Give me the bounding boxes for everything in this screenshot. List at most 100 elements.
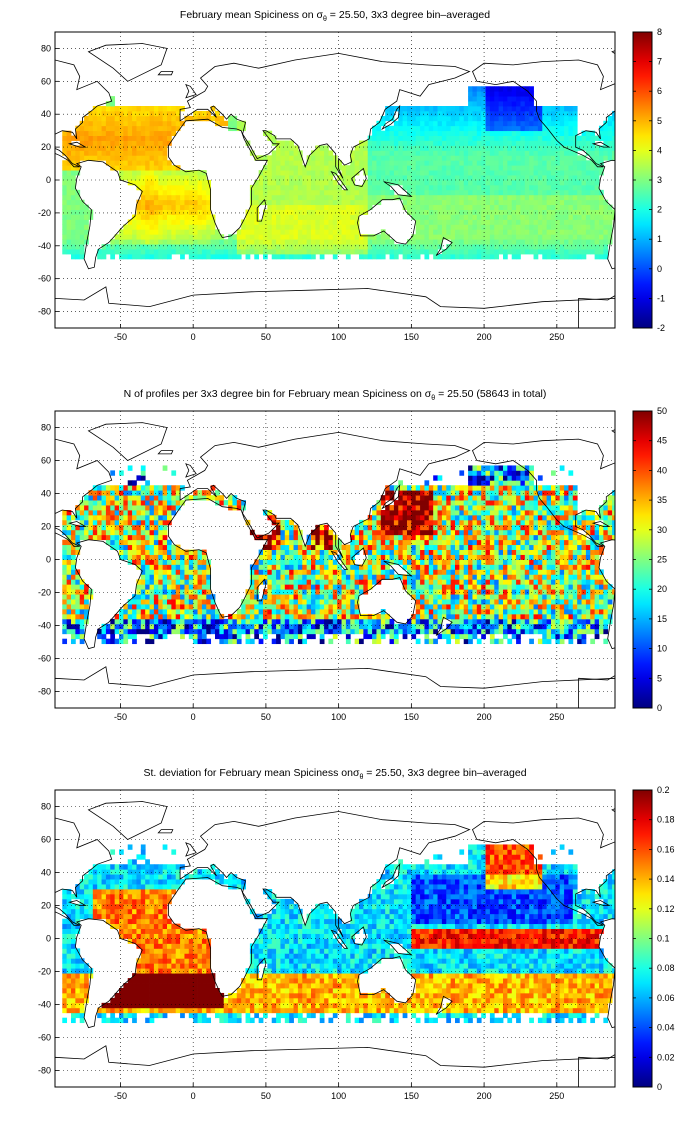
data-cell	[376, 569, 382, 575]
data-cell	[162, 539, 168, 546]
data-cell	[110, 244, 116, 250]
data-cell	[62, 638, 68, 645]
data-cell	[507, 244, 513, 250]
data-cell	[62, 189, 68, 196]
data-cell	[306, 219, 312, 225]
data-cell	[258, 224, 264, 230]
data-cell	[123, 120, 129, 127]
data-cell	[132, 514, 137, 521]
data-cell	[437, 135, 443, 141]
data-cell	[564, 254, 569, 260]
data-cell	[441, 609, 447, 615]
data-cell	[293, 569, 299, 575]
data-cell	[249, 214, 255, 220]
data-cell	[402, 485, 408, 491]
data-cell	[284, 160, 290, 166]
data-cell	[71, 559, 76, 565]
data-cell	[158, 539, 164, 546]
data-cell	[372, 194, 377, 201]
data-cell	[398, 125, 404, 132]
data-cell	[167, 209, 172, 215]
data-cell	[258, 234, 264, 240]
data-cell	[119, 120, 124, 127]
data-cell	[127, 234, 133, 240]
title-sigma-sub: θ	[431, 395, 435, 402]
data-cell	[219, 638, 225, 645]
data-cell	[319, 204, 325, 210]
data-cell	[415, 559, 421, 565]
data-cell	[88, 145, 94, 151]
data-cell	[206, 628, 212, 635]
data-cell	[271, 135, 277, 141]
data-cell	[341, 559, 347, 565]
data-cell	[350, 239, 356, 245]
data-cell	[437, 623, 443, 630]
data-cell	[363, 618, 369, 625]
data-cell	[389, 574, 395, 580]
data-cell	[594, 254, 600, 260]
data-cell	[249, 638, 255, 645]
data-cell	[402, 514, 408, 521]
data-cell	[162, 189, 168, 196]
data-cell	[524, 194, 530, 201]
data-cell	[489, 194, 495, 201]
data-cell	[319, 628, 325, 635]
data-cell	[420, 219, 425, 225]
data-cell	[585, 229, 591, 235]
data-cell	[551, 120, 556, 127]
data-cell	[79, 249, 85, 255]
data-cell	[516, 91, 521, 97]
data-cell	[280, 249, 286, 255]
data-cell	[127, 510, 133, 516]
data-cell	[476, 219, 482, 225]
data-cell	[145, 604, 150, 610]
data-cell	[171, 209, 177, 215]
data-cell	[197, 234, 203, 240]
data-cell	[407, 165, 412, 171]
data-cell	[114, 165, 120, 171]
data-cell	[511, 199, 517, 206]
data-cell	[367, 160, 373, 166]
data-cell	[306, 618, 312, 625]
data-cell	[354, 628, 360, 635]
data-cell	[158, 618, 164, 625]
coastline	[383, 181, 413, 197]
data-cell	[372, 125, 377, 132]
data-cell	[577, 219, 582, 225]
data-cell	[577, 160, 582, 166]
data-cell	[354, 194, 360, 201]
data-cell	[420, 224, 425, 230]
data-cell	[280, 229, 286, 235]
data-cell	[62, 145, 68, 151]
data-cell	[197, 244, 203, 250]
data-cell	[149, 110, 155, 117]
data-cell	[79, 514, 85, 521]
data-cell	[468, 219, 473, 225]
data-cell	[437, 199, 443, 206]
data-cell	[263, 219, 268, 225]
data-cell	[267, 594, 273, 600]
data-cell	[367, 579, 373, 585]
data-cell	[441, 150, 447, 156]
data-cell	[167, 214, 172, 220]
data-cell	[184, 549, 190, 555]
data-cell	[407, 495, 412, 501]
data-cell	[402, 135, 408, 141]
data-cell	[127, 120, 133, 127]
data-cell	[271, 224, 277, 230]
data-cell	[511, 244, 517, 250]
data-cell	[297, 229, 303, 235]
data-cell	[171, 599, 177, 605]
data-cell	[158, 244, 164, 250]
data-cell	[498, 165, 504, 171]
data-cell	[328, 150, 334, 156]
data-cell	[297, 584, 303, 590]
data-cell	[206, 219, 212, 225]
data-cell	[529, 180, 534, 186]
data-cell	[280, 554, 286, 560]
data-cell	[516, 189, 521, 196]
data-cell	[393, 135, 399, 141]
data-cell	[372, 613, 377, 620]
data-cell	[337, 579, 342, 585]
data-cell	[581, 234, 587, 240]
